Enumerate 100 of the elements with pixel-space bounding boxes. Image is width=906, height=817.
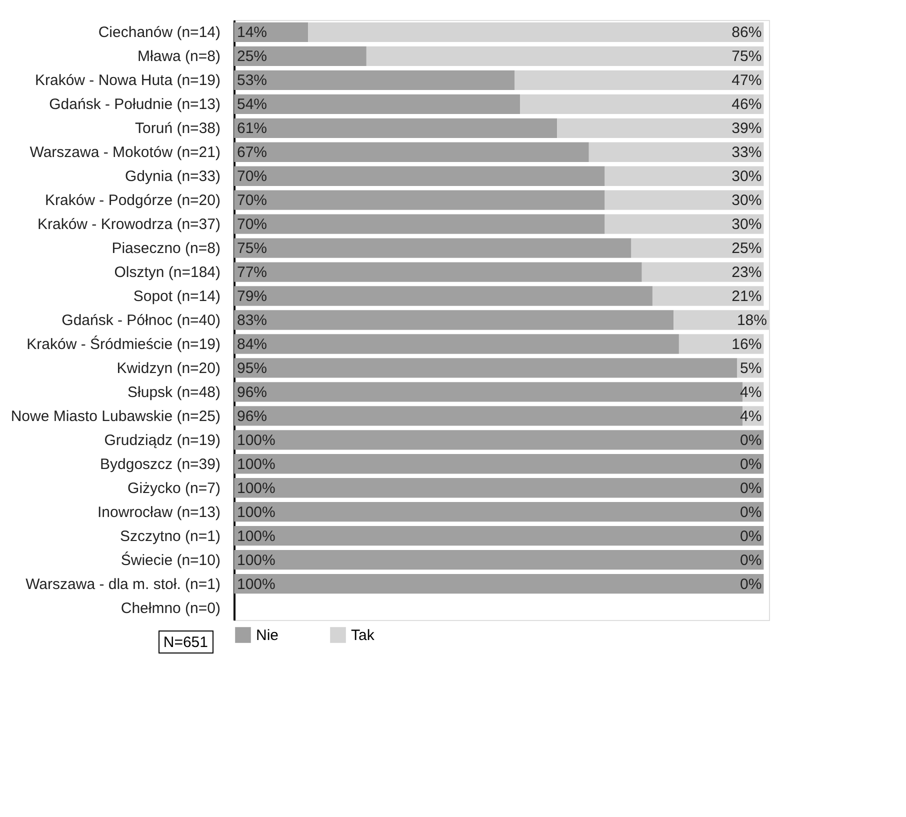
data-label: 25% [237,48,268,66]
bar [604,190,764,210]
data-label: 54% [237,96,268,114]
bar [234,46,366,66]
legend-label: Nie [256,627,279,644]
data-label: 0% [740,552,762,569]
bar [234,454,764,474]
bar [234,22,308,42]
bar [234,238,632,258]
data-label: 0% [740,480,762,497]
y-tick-label: Warszawa - Mokotów (n=21) [30,144,220,162]
bar [234,502,764,522]
y-tick-label: Warszawa - dla m. stoł. (n=1) [26,576,220,593]
y-tick-label: Piaseczno (n=8) [112,240,220,258]
data-label: 77% [237,264,268,282]
data-label: 100% [237,576,276,593]
bar [514,70,764,90]
y-tick-label: Gdańsk - Północ (n=40) [62,312,220,329]
data-label: 70% [237,216,268,234]
bar [234,94,520,114]
data-label: 14% [237,24,268,42]
y-tick-label: Olsztyn (n=184) [114,264,221,282]
data-label: 83% [237,312,268,329]
data-label: 0% [740,456,762,473]
y-tick-label: Słupsk (n=48) [128,384,220,401]
bar [234,574,764,594]
bar [234,142,589,162]
data-label: 100% [237,528,276,545]
y-tick-label: Świecie (n=10) [120,550,220,569]
data-label: 75% [732,48,762,66]
data-label: 100% [237,456,276,473]
y-tick-label: Kraków - Podgórze (n=20) [44,192,220,210]
bar [631,238,764,258]
y-tick-label: Gdańsk - Południe (n=13) [49,96,220,114]
y-tick-label: Gdynia (n=33) [125,168,220,186]
data-label: 100% [237,504,276,521]
y-tick-label: Inowrocław (n=13) [98,504,220,521]
y-tick-label: Toruń (n=38) [135,120,220,138]
y-tick-label: Ciechanów (n=14) [98,24,220,42]
data-label: 0% [740,432,762,449]
data-label: 4% [740,384,762,401]
bar [234,550,764,570]
data-label: 75% [237,240,268,258]
data-label: 16% [732,336,762,353]
bar [234,310,674,330]
text: N=651 [163,634,208,651]
y-tick-label: Bydgoszcz (n=39) [100,456,220,473]
bar [234,70,515,90]
data-label: 4% [740,408,762,425]
data-label: 100% [237,432,276,449]
y-tick-label: Kwidzyn (n=20) [116,360,220,377]
bar [652,286,764,306]
y-tick-label: Grudziądz (n=19) [104,432,220,449]
y-tick-label: Kraków - Krowodrza (n=37) [38,216,220,234]
y-tick-label: Szczytno (n=1) [120,528,220,545]
data-label: 39% [732,120,762,138]
data-label: 30% [732,168,762,186]
legend-label: Tak [351,627,375,644]
data-label: 61% [237,120,268,138]
bar [234,118,558,138]
bar [234,214,605,234]
bar [604,166,764,186]
data-label: 84% [237,336,268,353]
bar [234,286,652,306]
bar [678,334,764,354]
data-label: 79% [237,288,268,306]
data-label: 53% [237,72,268,90]
bar [588,142,764,162]
y-tick-label: Kraków - Nowa Huta (n=19) [35,72,220,90]
y-tick-label: Chełmno (n=0) [120,600,220,617]
data-label: 70% [237,192,268,210]
data-label: 95% [237,360,268,377]
data-label: 0% [740,504,762,521]
bar [234,334,679,354]
y-tick-label: Sopot (n=14) [133,288,220,306]
bar [234,526,764,546]
bar [557,118,764,138]
bar [234,166,605,186]
data-label: 21% [732,288,762,306]
bar [234,190,605,210]
bar [642,262,764,282]
data-label: 100% [237,552,276,569]
data-label: 23% [732,264,762,282]
y-tick-label: Kraków - Śródmieście (n=19) [26,334,220,353]
bar [604,214,764,234]
y-tick-label: Giżycko (n=7) [128,480,220,497]
data-label: 46% [732,96,762,114]
data-label: 47% [732,72,762,90]
data-label: 0% [740,528,762,545]
data-label: 33% [732,144,762,162]
data-label: 100% [237,480,276,497]
data-label: 96% [237,408,268,425]
data-label: 5% [740,360,762,377]
y-tick-label: Nowe Miasto Lubawskie (n=25) [10,408,220,425]
data-label: 0% [740,576,762,593]
data-label: 67% [237,144,268,162]
data-label: 70% [237,168,268,186]
data-label: 30% [732,216,762,234]
bar [366,46,764,66]
data-label: 30% [732,192,762,210]
